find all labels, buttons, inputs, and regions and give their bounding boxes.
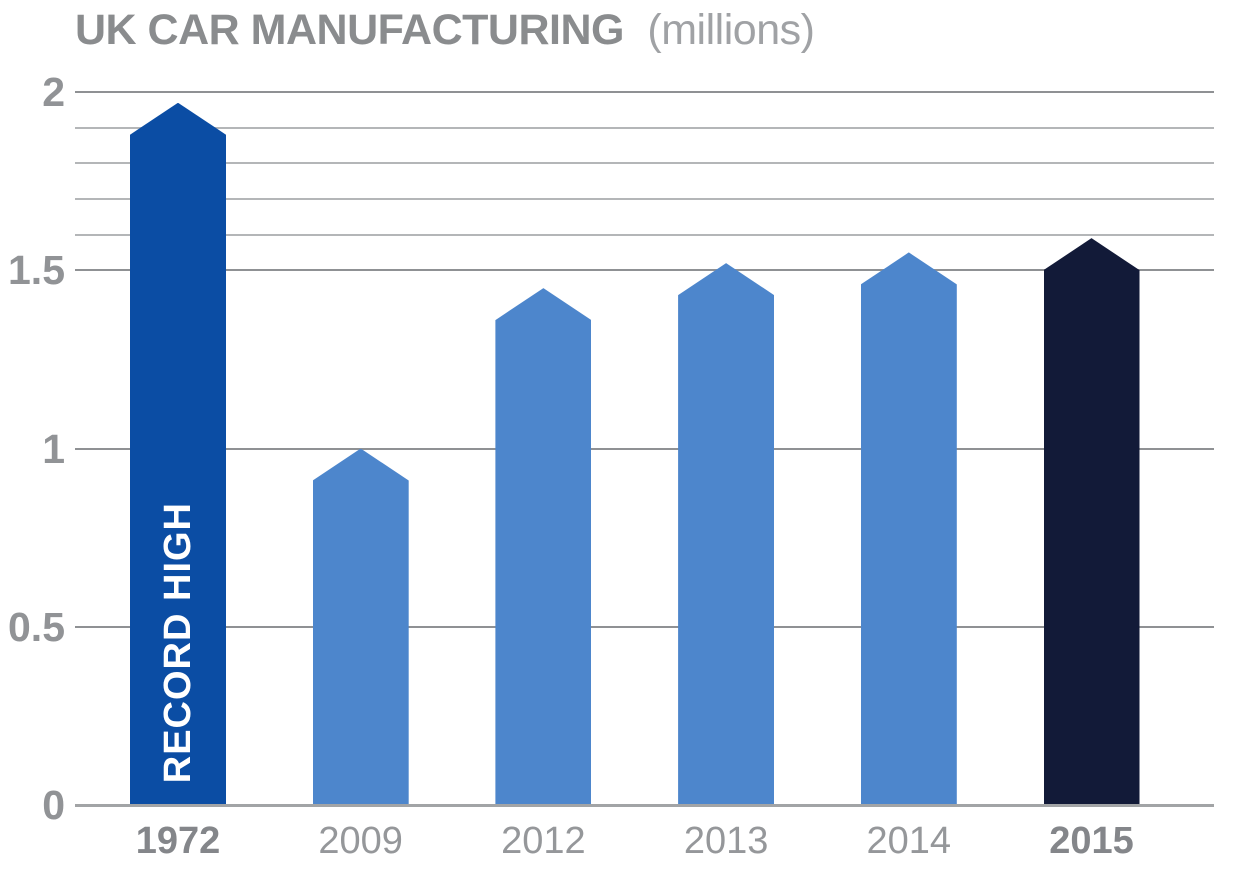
y-axis-tick-label: 0 xyxy=(42,782,65,828)
bar-2014 xyxy=(860,252,957,805)
gridline-minor xyxy=(75,162,1214,165)
record-high-label: RECORD HIGH xyxy=(156,501,199,783)
x-axis-label-2015: 2015 xyxy=(1049,820,1134,862)
gridline-major xyxy=(75,447,1214,450)
x-axis-label-1972: 1972 xyxy=(135,820,221,862)
chart-title-units: (millions) xyxy=(647,6,815,54)
y-axis-tick-label: 2 xyxy=(42,69,65,115)
chart-title-main: UK CAR MANUFACTURING xyxy=(75,6,624,54)
x-axis-label-2013: 2013 xyxy=(683,820,769,862)
gridline-minor xyxy=(75,233,1214,236)
gridline-minor xyxy=(75,197,1214,200)
bar-1972 xyxy=(130,102,226,805)
x-axis-label-2009: 2009 xyxy=(318,820,403,862)
gridline-major xyxy=(75,625,1214,628)
bar-2015 xyxy=(1043,238,1140,805)
x-axis-line xyxy=(75,804,1214,807)
bar-2009 xyxy=(312,448,409,805)
gridline-major xyxy=(75,91,1214,93)
bar-2012 xyxy=(495,288,592,805)
x-axis-label-2012: 2012 xyxy=(501,820,586,862)
x-axis-label-2014: 2014 xyxy=(866,820,952,862)
bar-annotation-container: RECORD HIGH xyxy=(130,163,226,783)
y-axis-tick-label: 0.5 xyxy=(8,603,65,650)
y-axis-tick-label: 1.5 xyxy=(8,247,65,294)
chart-title: UK CAR MANUFACTURING (millions) xyxy=(75,6,815,54)
bar-2013 xyxy=(678,263,775,805)
gridline-minor xyxy=(75,126,1214,129)
gridline-major xyxy=(75,269,1214,272)
y-axis-tick-label: 1 xyxy=(42,425,65,472)
